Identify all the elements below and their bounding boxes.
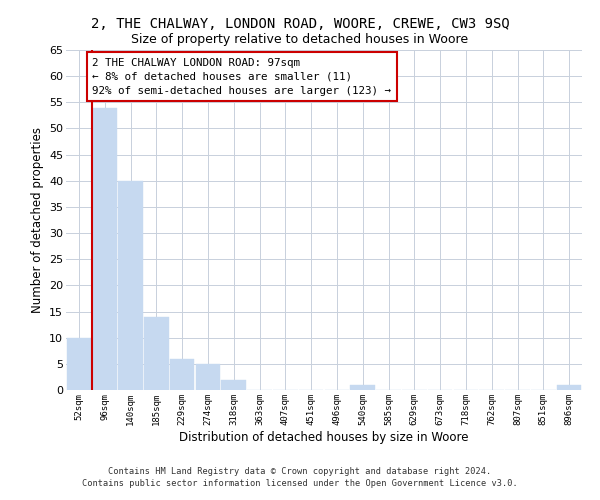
- Bar: [196, 364, 220, 390]
- Bar: [67, 338, 91, 390]
- Bar: [557, 385, 581, 390]
- X-axis label: Distribution of detached houses by size in Woore: Distribution of detached houses by size …: [179, 430, 469, 444]
- Bar: [144, 317, 169, 390]
- Bar: [221, 380, 246, 390]
- Bar: [118, 181, 143, 390]
- Bar: [92, 108, 117, 390]
- Y-axis label: Number of detached properties: Number of detached properties: [31, 127, 44, 313]
- Text: 2 THE CHALWAY LONDON ROAD: 97sqm
← 8% of detached houses are smaller (11)
92% of: 2 THE CHALWAY LONDON ROAD: 97sqm ← 8% of…: [92, 58, 391, 96]
- Text: 2, THE CHALWAY, LONDON ROAD, WOORE, CREWE, CW3 9SQ: 2, THE CHALWAY, LONDON ROAD, WOORE, CREW…: [91, 18, 509, 32]
- Bar: [350, 385, 375, 390]
- Text: Size of property relative to detached houses in Woore: Size of property relative to detached ho…: [131, 32, 469, 46]
- Text: Contains HM Land Registry data © Crown copyright and database right 2024.
Contai: Contains HM Land Registry data © Crown c…: [82, 466, 518, 487]
- Bar: [170, 358, 194, 390]
